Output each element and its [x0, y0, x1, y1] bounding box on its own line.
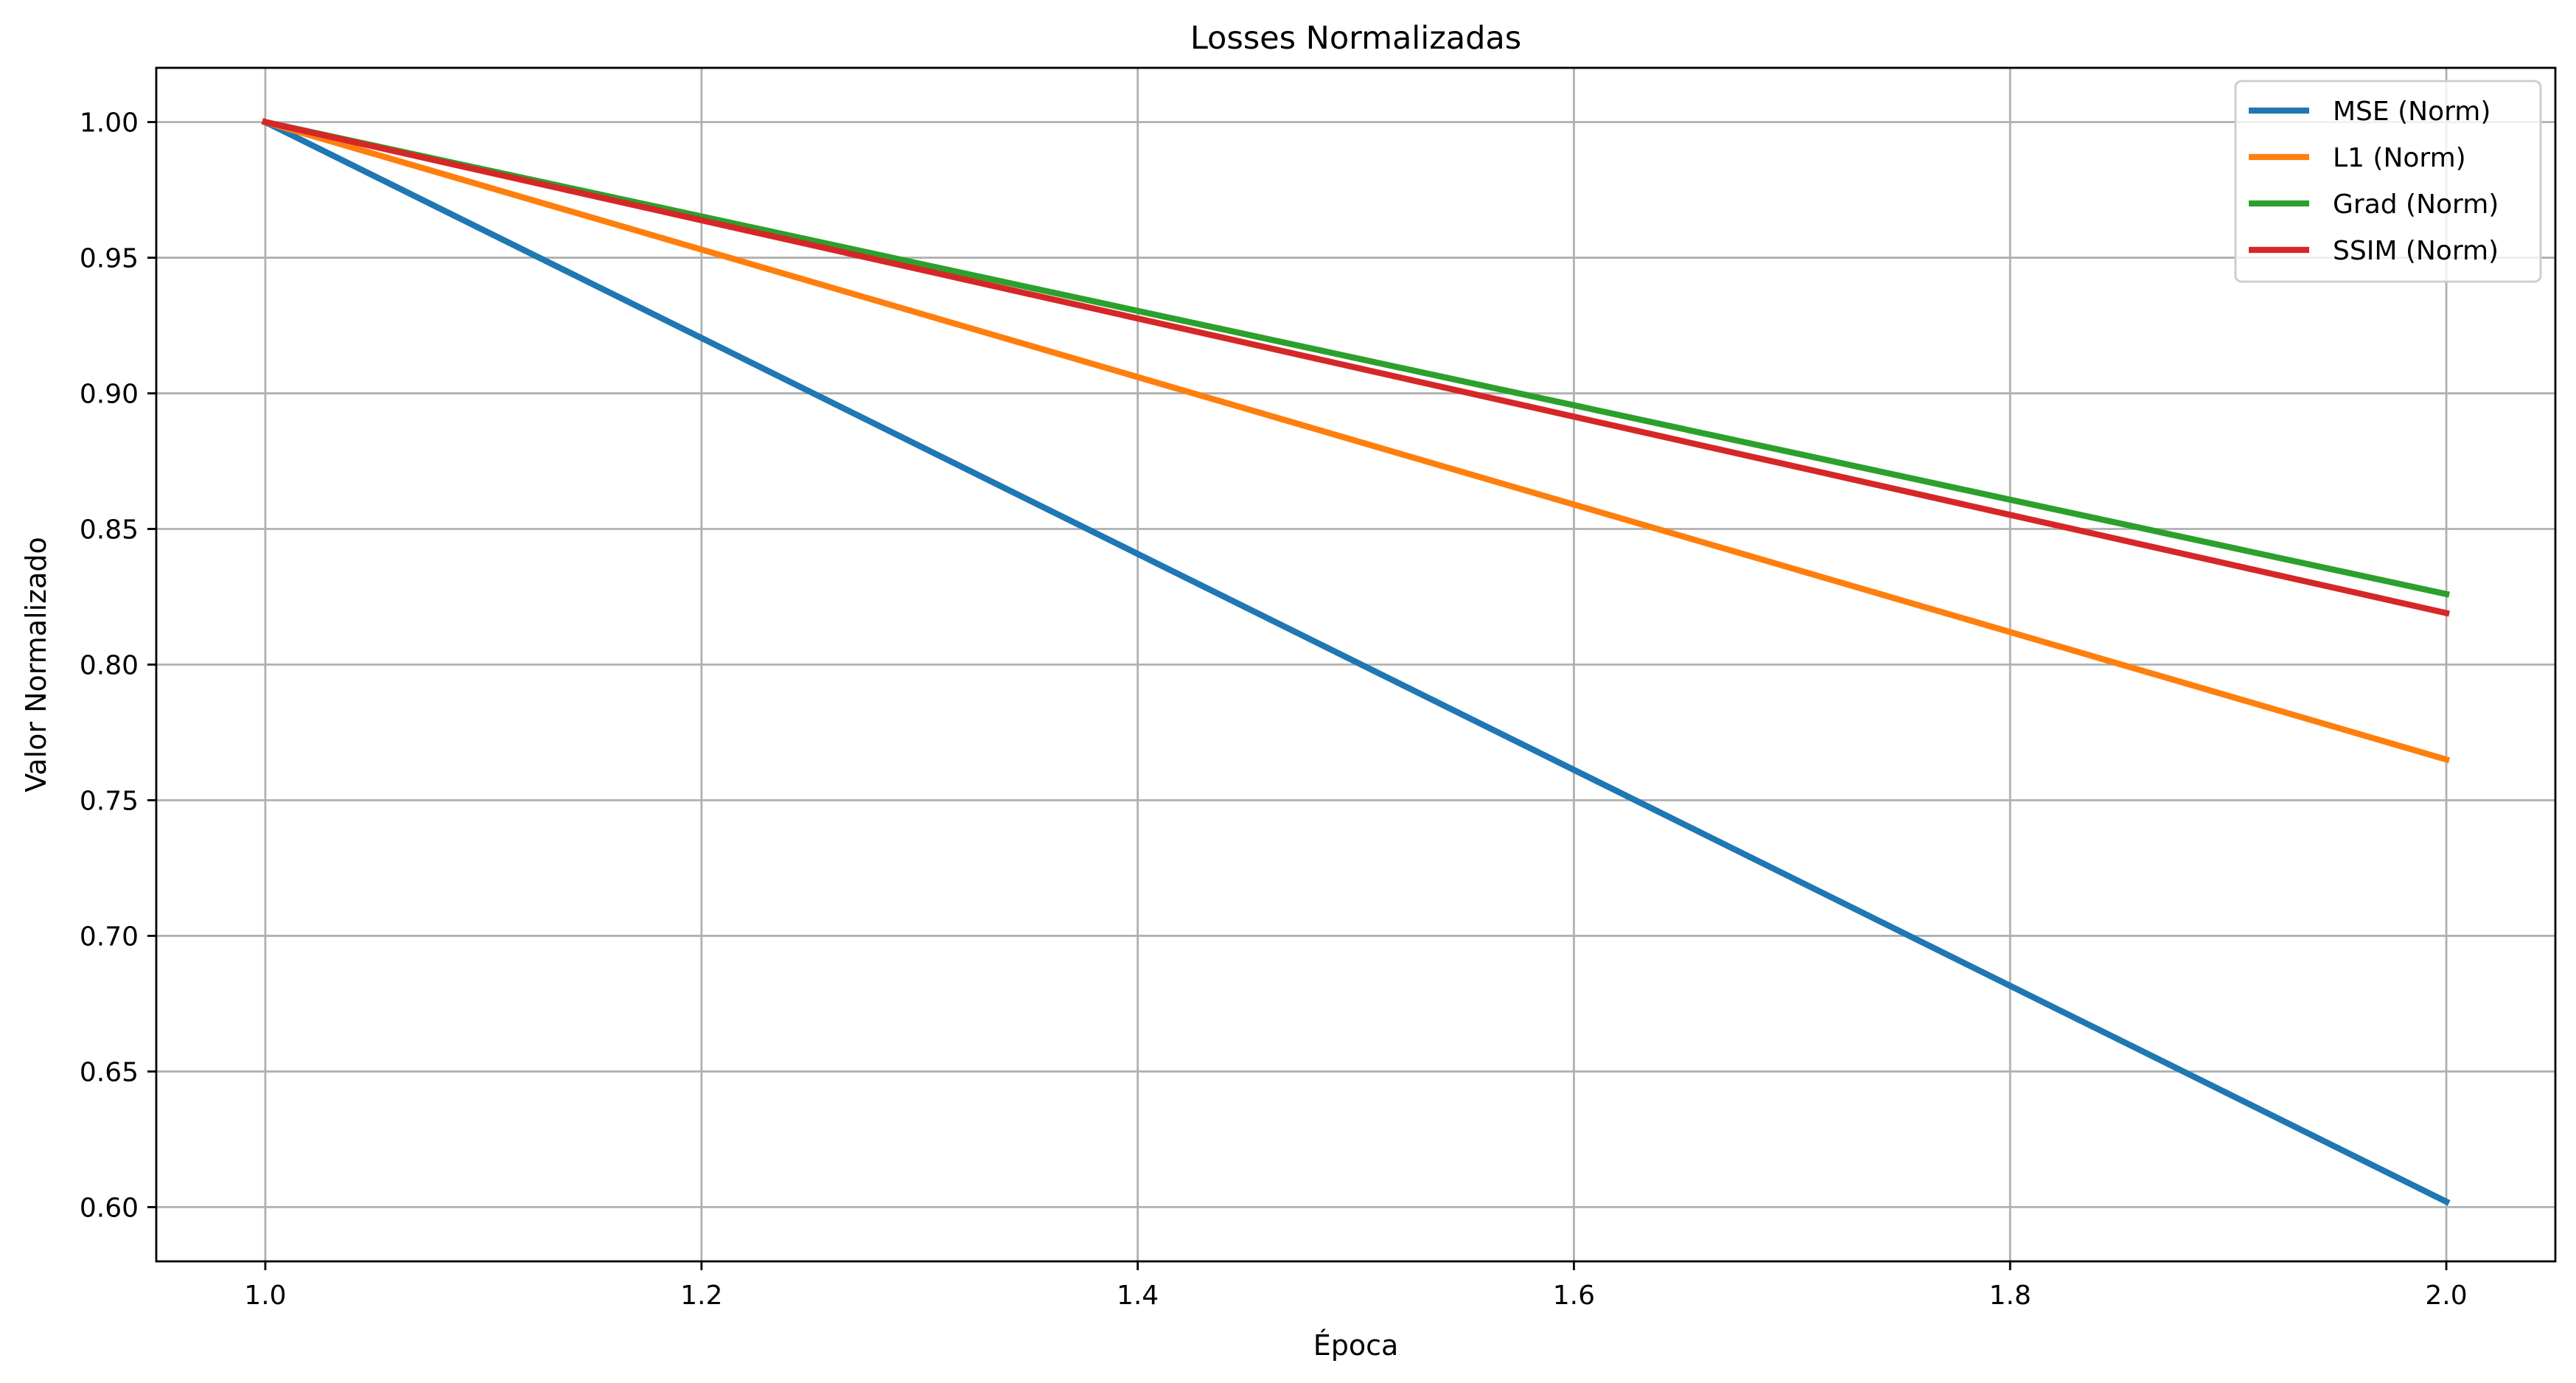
legend: MSE (Norm) L1 (Norm) Grad (Norm) SSIM (Norm… [2234, 80, 2542, 283]
series-line-2 [262, 118, 2450, 598]
legend-label: Grad (Norm) [2333, 189, 2499, 220]
x-tick-label: 1.2 [680, 1281, 722, 1311]
y-axis-ticks: 0.60 0.65 0.70 0.75 0.80 0.85 0.90 0.95 1.00 [80, 108, 156, 1223]
y-tick-label: 0.65 [80, 1057, 139, 1087]
x-tick-label: 1.0 [244, 1281, 286, 1311]
y-tick-label: 0.75 [80, 786, 139, 816]
chart-title: Losses Normalizadas [1190, 20, 1521, 57]
y-tick-label: 0.70 [80, 922, 139, 952]
series-line-1 [261, 118, 2451, 764]
series-lines [261, 118, 2451, 1206]
series-line-3 [261, 118, 2451, 617]
y-tick-label: 0.90 [80, 380, 139, 410]
y-tick-label: 0.95 [80, 244, 139, 274]
x-tick-label: 2.0 [2425, 1281, 2467, 1311]
x-tick-label: 1.6 [1553, 1281, 1595, 1311]
y-tick-label: 0.60 [80, 1193, 139, 1223]
x-tick-label: 1.4 [1117, 1281, 1159, 1311]
legend-frame [2234, 80, 2542, 283]
x-axis-label: Época [1313, 1329, 1399, 1362]
series-line-0 [261, 118, 2451, 1206]
legend-label: SSIM (Norm) [2333, 236, 2499, 266]
y-tick-label: 0.85 [80, 515, 139, 546]
x-axis-ticks: 1.0 1.2 1.4 1.6 1.8 2.0 [244, 1261, 2468, 1311]
y-tick-label: 1.00 [80, 108, 139, 139]
legend-label: L1 (Norm) [2333, 143, 2466, 173]
legend-label: MSE (Norm) [2333, 97, 2491, 127]
y-axis-label: Valor Normalizado [20, 537, 52, 792]
x-tick-label: 1.8 [1989, 1281, 2031, 1311]
y-tick-label: 0.80 [80, 651, 139, 681]
